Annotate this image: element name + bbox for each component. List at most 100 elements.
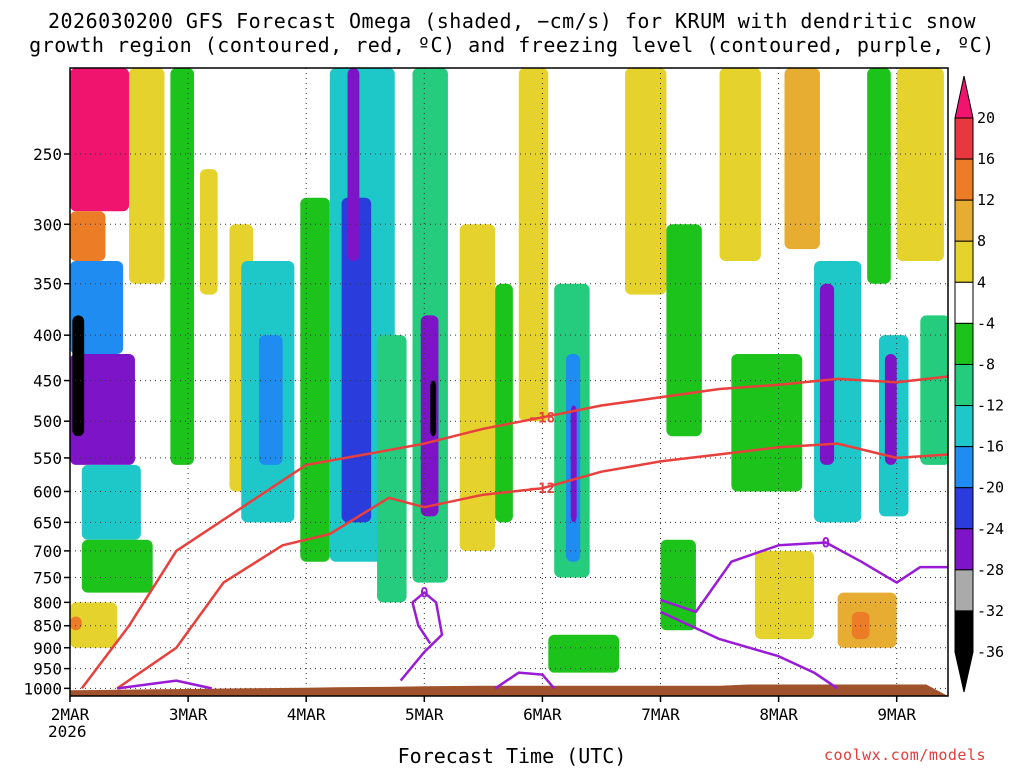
omega-cell [258, 335, 283, 465]
colorbar-swatch [954, 528, 974, 571]
x-tick-label: 9MAR [877, 705, 916, 724]
terrain-ground [70, 684, 948, 696]
omega-cell [377, 335, 407, 603]
colorbar-swatch [954, 322, 974, 365]
freezing-level-contour [659, 610, 839, 690]
colorbar-swatch [954, 240, 974, 283]
freezing-level-contour-label: 0 [420, 586, 428, 602]
omega-cell [459, 224, 496, 551]
x-tick-label: 7MAR [641, 705, 680, 724]
x-tick-label: 6MAR [523, 705, 562, 724]
omega-cell [570, 405, 577, 523]
omega-shading [70, 68, 948, 673]
colorbar-top-arrow [954, 75, 974, 119]
omega-cell [518, 68, 549, 422]
omega-cell [896, 68, 944, 262]
colorbar-label: -32 [977, 602, 1004, 620]
omega-cell [70, 616, 82, 631]
y-tick-label: 800 [33, 593, 62, 612]
dgz-contour-minus18-label: −18 [530, 410, 555, 426]
y-tick-label: 950 [33, 660, 62, 679]
omega-cell [819, 283, 835, 465]
freezing-level-contour [399, 591, 444, 682]
colorbar-label: -4 [977, 314, 995, 332]
omega-cell [660, 539, 696, 631]
omega-cell [81, 464, 141, 540]
y-tick-label: 600 [33, 482, 62, 501]
colorbar-swatch [954, 405, 974, 448]
freezing-level-contour [660, 541, 948, 614]
x-tick-label: 2MAR [51, 705, 90, 724]
plot-frame [69, 67, 949, 697]
terrain-fill [70, 684, 948, 696]
y-tick-label: 550 [33, 449, 62, 468]
x-axis-label: Forecast Time (UTC) [397, 744, 627, 768]
omega-cell [81, 539, 153, 593]
y-tick-label: 850 [33, 617, 62, 636]
omega-cell [867, 68, 891, 284]
omega-cell [347, 68, 360, 262]
y-axis: 250 300 350 400 450 500 550 600 650 700 750 800 850 9… [23, 145, 70, 698]
omega-cell [430, 380, 437, 437]
omega-cell [495, 283, 513, 523]
colorbar-swatch [954, 610, 974, 653]
y-tick-label: 900 [33, 639, 62, 658]
omega-cell [72, 315, 85, 437]
colorbar-swatch [954, 199, 974, 242]
omega-cell [70, 353, 135, 465]
omega-cell [70, 602, 118, 648]
y-tick-label: 350 [33, 275, 62, 294]
dgz-contour-minus12 [116, 442, 948, 690]
dgz-contour-minus12-label: −12 [530, 481, 555, 497]
chart-title-line-1: 2026030200 GFS Forecast Omega (shaded, −… [47, 9, 977, 33]
y-tick-label: 450 [33, 372, 62, 391]
colorbar-swatch [954, 117, 974, 160]
y-tick-label: 750 [33, 568, 62, 587]
y-tick-label: 500 [33, 412, 62, 431]
freezing-level-contour [117, 679, 212, 690]
colorbar-label: -16 [977, 438, 1004, 456]
chart-title-line-2: growth region (contoured, red, ºC) and f… [29, 33, 995, 57]
colorbar-label: 20 [977, 109, 995, 127]
y-tick-label: 400 [33, 326, 62, 345]
y-tick-label: 250 [33, 145, 62, 164]
omega-cell [666, 224, 702, 437]
omega-cell [300, 197, 330, 562]
y-tick-label: 650 [33, 513, 62, 532]
omega-cell [70, 211, 106, 262]
credit-link[interactable]: coolwx.com/models [824, 746, 987, 764]
y-tick-label: 1000 [23, 679, 62, 698]
colorbar-swatch [954, 363, 974, 407]
colorbar-label: 4 [977, 273, 986, 291]
colorbar-label: -8 [977, 355, 995, 373]
colorbar-label: -28 [977, 561, 1004, 579]
omega-cell [341, 197, 372, 523]
x-tick-label: 4MAR [287, 705, 326, 724]
omega-cell [420, 315, 439, 517]
colorbar-swatch [954, 569, 974, 612]
contour-lines: −18 −12 0 0 [80, 375, 948, 690]
colorbar: 20 16 12 8 4 -4 -8 -12 -16 -20 -24 -28 -32 -36 [954, 75, 1004, 693]
colorbar-bottom-arrow [954, 651, 974, 693]
omega-cell [884, 353, 897, 465]
colorbar-swatch [954, 487, 974, 530]
colorbar-swatch [954, 281, 974, 324]
y-tick-label: 300 [33, 215, 62, 234]
colorbar-label: -20 [977, 479, 1004, 497]
freezing-level-contour [494, 671, 556, 690]
colorbar-label: 8 [977, 232, 986, 250]
omega-cell [784, 68, 820, 250]
colorbar-swatch [954, 446, 974, 489]
omega-cell [625, 68, 667, 295]
omega-cell [754, 550, 815, 640]
colorbar-label: -12 [977, 397, 1004, 415]
colorbar-swatch [954, 158, 974, 201]
omega-cell [129, 68, 165, 284]
omega-cell [199, 169, 218, 295]
omega-cell [170, 68, 195, 465]
x-axis: 2MAR 3MAR 4MAR 5MAR 6MAR 7MAR 8MAR 9MAR [51, 696, 916, 724]
x-tick-label: 5MAR [405, 705, 444, 724]
x-tick-label: 3MAR [169, 705, 208, 724]
omega-cell [548, 634, 620, 673]
